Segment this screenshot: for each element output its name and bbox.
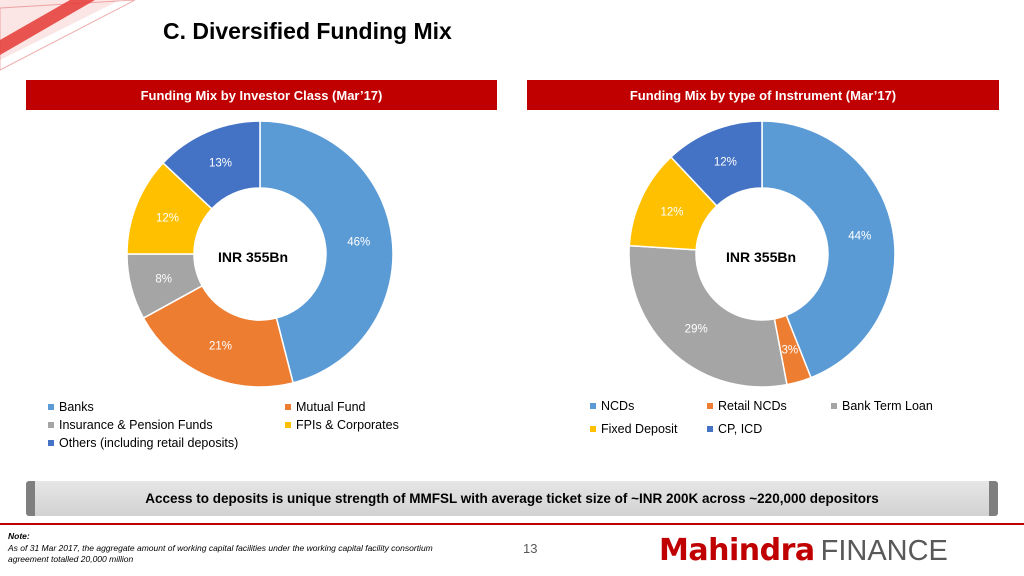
slice-value-label: 8%	[155, 274, 172, 286]
donut-chart-investor-class: 46% 21% 8% 12% 13%	[126, 120, 394, 388]
legend-item: FPIs & Corporates	[285, 418, 399, 432]
legend-label: Retail NCDs	[718, 399, 787, 413]
legend-label: CP, ICD	[718, 422, 763, 436]
legend-label: Banks	[59, 400, 94, 414]
legend-item: Banks	[48, 400, 94, 414]
slice-value-label: 29%	[685, 324, 708, 336]
slice-value-label: 13%	[209, 158, 232, 170]
legend-swatch	[48, 440, 54, 446]
page-number: 13	[523, 541, 538, 556]
donut-slice-cp-icd	[669, 120, 763, 207]
legend-swatch	[285, 404, 291, 410]
slice-value-label: 12%	[714, 156, 737, 168]
chart-title-investor-class: Funding Mix by Investor Class (Mar’17)	[26, 80, 497, 110]
legend-label: Bank Term Loan	[842, 399, 933, 413]
footer-divider	[0, 523, 1024, 525]
legend-label: Insurance & Pension Funds	[59, 418, 213, 432]
slice-value-label: 12%	[660, 207, 683, 219]
legend-item: Bank Term Loan	[831, 399, 933, 413]
legend-swatch	[285, 422, 291, 428]
legend-item: CP, ICD	[707, 422, 762, 436]
donut-center-label: INR 355Bn	[218, 249, 289, 265]
page-title: C. Diversified Funding Mix	[163, 18, 452, 44]
legend-swatch	[590, 426, 596, 432]
donut-slice-ncds	[761, 120, 896, 379]
logo-suffix: FINANCE	[820, 535, 948, 567]
legend-item: Insurance & Pension Funds	[48, 418, 213, 432]
donut-slice-mutual-fund	[142, 284, 294, 388]
logo-brand: Mahindra	[659, 533, 815, 568]
legend-item: Fixed Deposit	[590, 422, 677, 436]
slice-value-label: 46%	[347, 237, 370, 249]
legend-swatch	[590, 403, 596, 409]
mahindra-finance-logo: Mahindra FINANCE	[659, 534, 948, 568]
legend-label: Mutual Fund	[296, 400, 366, 414]
legend-item: NCDs	[590, 399, 634, 413]
donut-slice-banks	[259, 120, 394, 384]
slice-value-label: 44%	[848, 230, 871, 242]
legend-swatch	[707, 426, 713, 432]
legend-label: FPIs & Corporates	[296, 418, 399, 432]
legend-item: Mutual Fund	[285, 400, 365, 414]
donut-center-label: INR 355Bn	[726, 249, 797, 265]
legend-item: Others (including retail deposits)	[48, 436, 238, 450]
note-title: Note:	[8, 531, 30, 541]
slice-value-label: 12%	[156, 212, 179, 224]
legend-swatch	[48, 404, 54, 410]
legend-label: NCDs	[601, 399, 635, 413]
slice-value-label: 21%	[209, 340, 232, 352]
legend-swatch	[831, 403, 837, 409]
note-text: As of 31 Mar 2017, the aggregate amount …	[8, 543, 433, 564]
donut-chart-instrument-type: 44% 3% 29% 12% 12%	[628, 120, 896, 388]
donut-slice-bank-term-loan	[628, 244, 788, 388]
donut-slice-others-including-retail-deposits	[161, 120, 261, 210]
legend-swatch	[48, 422, 54, 428]
corner-decoration	[0, 0, 136, 71]
legend-item: Retail NCDs	[707, 399, 787, 413]
legend-swatch	[707, 403, 713, 409]
legend-label: Others (including retail deposits)	[59, 436, 239, 450]
chart-title-instrument-type: Funding Mix by type of Instrument (Mar’1…	[527, 80, 999, 110]
slice-value-label: 3%	[781, 345, 798, 357]
deposits-callout: Access to deposits is unique strength of…	[26, 481, 998, 516]
legend-label: Fixed Deposit	[601, 422, 678, 436]
